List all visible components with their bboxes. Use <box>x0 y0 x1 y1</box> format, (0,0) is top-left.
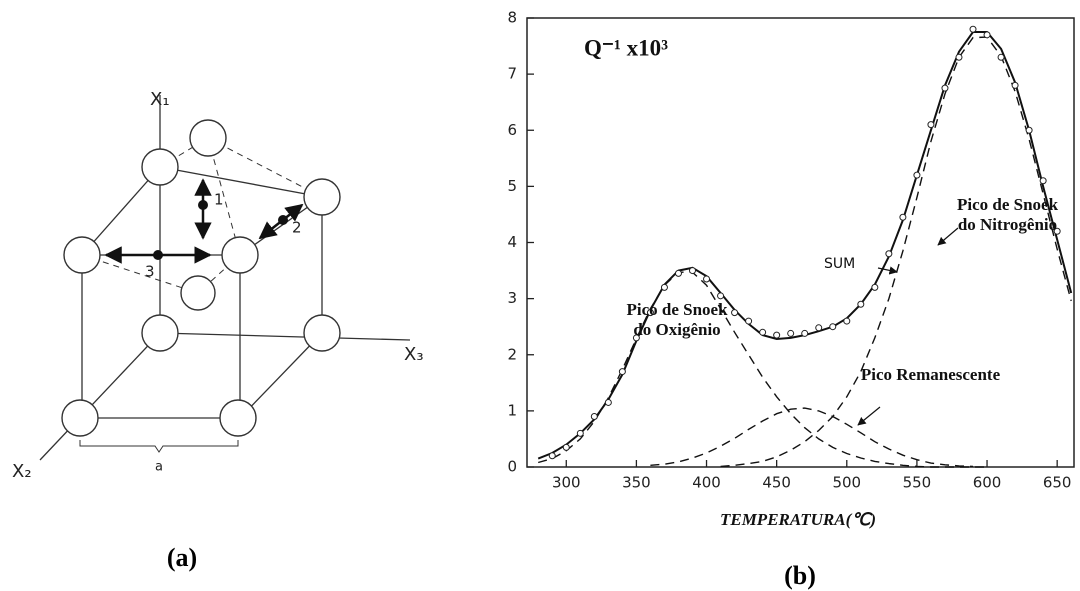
data-point <box>759 328 767 336</box>
data-point <box>674 269 682 277</box>
chart-title: Q⁻¹ x10³ <box>584 35 668 60</box>
x-tick-label: 450 <box>762 474 791 492</box>
data-point <box>717 292 725 300</box>
y-tick-label: 5 <box>507 177 517 195</box>
data-point <box>955 53 963 61</box>
jump-label: 3 <box>145 263 155 281</box>
caption: (b) <box>784 561 816 590</box>
x-tick-label: 400 <box>692 474 721 492</box>
y-tick-label: 7 <box>507 65 517 83</box>
data-point <box>1039 177 1047 185</box>
x-tick-label: 550 <box>903 474 932 492</box>
data-point <box>801 329 809 337</box>
data-point <box>590 412 598 420</box>
line-series <box>720 36 1072 468</box>
axis-label: X₂ <box>12 461 32 482</box>
data-point <box>997 53 1005 61</box>
line-series <box>537 31 1073 460</box>
x-tick-label: 300 <box>552 474 581 492</box>
data-point <box>632 334 640 342</box>
y-tick-label: 2 <box>507 345 517 363</box>
data-point <box>787 329 795 337</box>
data-point <box>927 121 935 129</box>
plot: 0 1 2 3 4 5 6 7 8 300 350 400 450 500 550 600 650 Q⁻¹ x10… <box>507 9 1075 590</box>
annotation: SUM <box>824 256 856 272</box>
line-series <box>538 271 987 468</box>
data-point <box>913 171 921 179</box>
data-point <box>1025 126 1033 134</box>
data-point <box>646 309 654 317</box>
data-point <box>843 317 851 325</box>
line-series <box>650 407 974 468</box>
data-point <box>983 31 991 39</box>
x-tick-label: 600 <box>973 474 1002 492</box>
annotation: Pico de Snoek do Oxigênio <box>626 300 728 339</box>
y-tick-label: 0 <box>507 458 517 476</box>
axis-label: X₁ <box>150 89 170 110</box>
x-tick-label: 500 <box>832 474 861 492</box>
jump-label: 1 <box>214 191 224 209</box>
data-point <box>618 368 626 376</box>
y-tick-label: 8 <box>507 9 517 27</box>
data-point <box>857 300 865 308</box>
annotation-leaders <box>857 227 959 426</box>
data-point <box>1011 81 1019 89</box>
bcc-diagram <box>39 95 411 461</box>
data-point <box>1053 227 1061 235</box>
y-tick-label: 4 <box>507 233 517 251</box>
data-point <box>773 331 781 339</box>
lattice-label: a <box>155 460 163 475</box>
data-point <box>576 429 584 437</box>
data-point <box>745 317 753 325</box>
y-tick-label: 3 <box>507 289 517 307</box>
data-point <box>871 283 879 291</box>
jump-label: 2 <box>292 219 302 237</box>
data-point <box>689 267 697 275</box>
data-point <box>899 213 907 221</box>
x-tick-label: 650 <box>1043 474 1072 492</box>
y-tick-label: 1 <box>507 401 517 419</box>
caption: (a) <box>167 543 197 572</box>
axis-label: X₃ <box>404 344 424 365</box>
data-point <box>660 283 668 291</box>
data-point <box>731 309 739 317</box>
data-point <box>703 275 711 283</box>
data-point <box>562 443 570 451</box>
y-tick-label: 6 <box>507 121 517 139</box>
data-point <box>548 452 556 460</box>
x-axis-label: TEMPERATURA(℃) <box>720 510 876 529</box>
data-point <box>829 323 837 331</box>
data-point <box>815 324 823 332</box>
data-point <box>941 84 949 92</box>
annotation: Pico Remanescente <box>860 365 1001 384</box>
x-tick-label: 350 <box>622 474 651 492</box>
annotation: Pico de Snoek do Nitrogênio <box>956 195 1059 234</box>
data-point <box>885 250 893 258</box>
data-point <box>604 398 612 406</box>
data-point <box>969 25 977 33</box>
